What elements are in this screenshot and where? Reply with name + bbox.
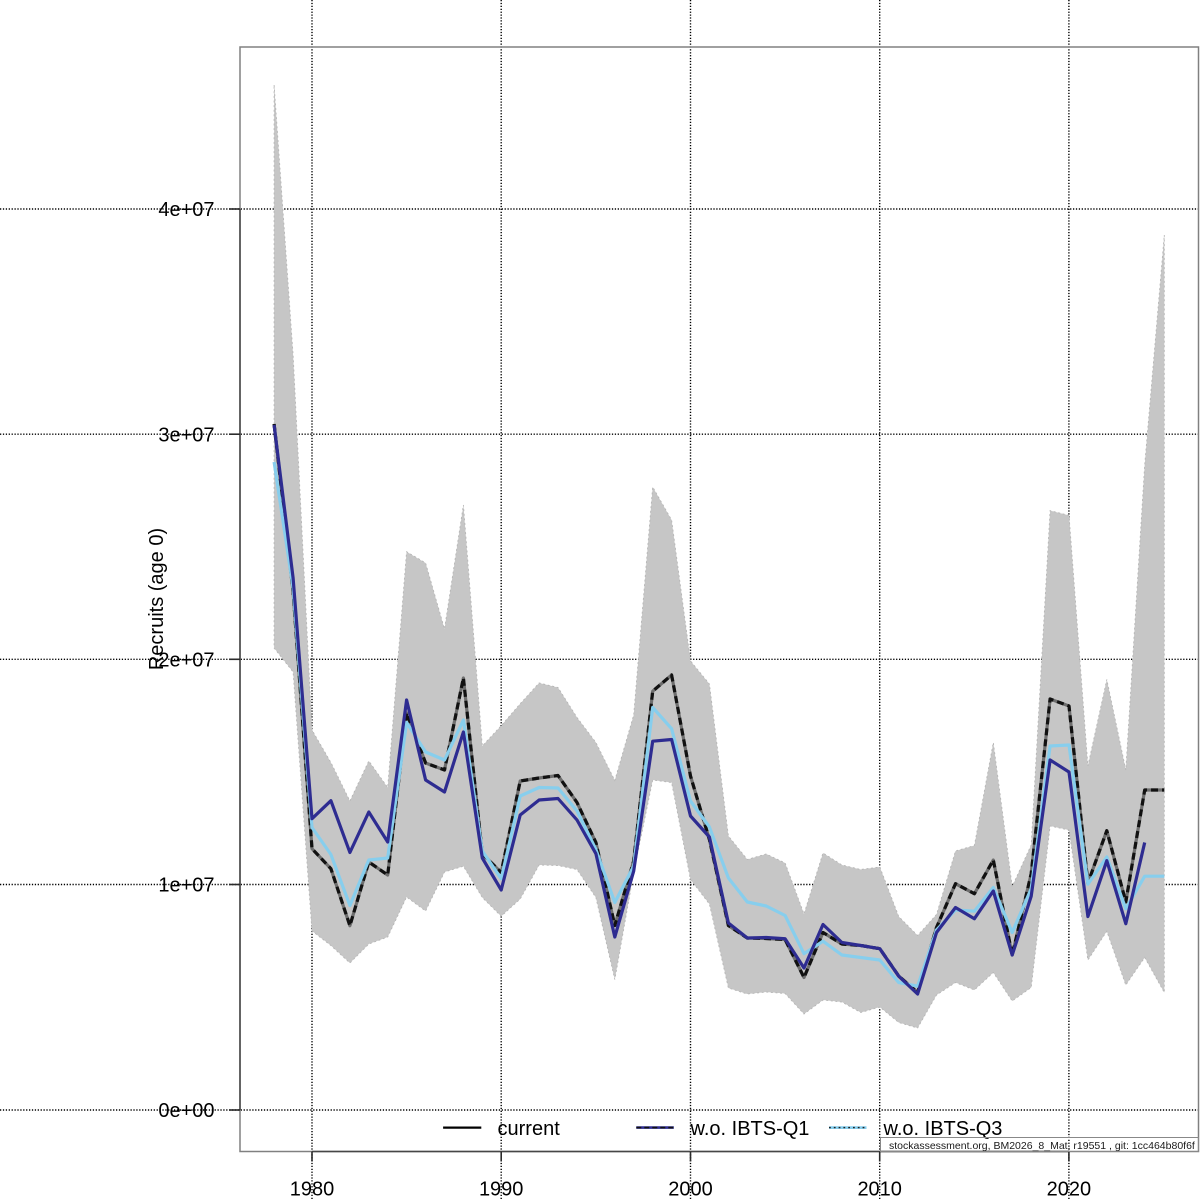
svg-text:3e+07: 3e+07 <box>158 424 214 446</box>
svg-text:1e+07: 1e+07 <box>158 875 214 897</box>
svg-text:2000: 2000 <box>668 1179 713 1200</box>
svg-text:1980: 1980 <box>290 1179 335 1200</box>
svg-text:2010: 2010 <box>857 1179 902 1200</box>
svg-text:2e+07: 2e+07 <box>158 650 214 672</box>
svg-text:stockassessment.org, BM2026_8_: stockassessment.org, BM2026_8_Mat, r1955… <box>889 1140 1195 1152</box>
svg-text:w.o. IBTS-Q3: w.o. IBTS-Q3 <box>883 1118 1003 1140</box>
svg-text:current: current <box>498 1118 561 1140</box>
svg-text:0e+00: 0e+00 <box>158 1100 214 1122</box>
svg-text:4e+07: 4e+07 <box>158 199 214 221</box>
svg-text:2020: 2020 <box>1047 1179 1092 1200</box>
svg-text:Recruits (age 0): Recruits (age 0) <box>146 528 168 670</box>
svg-text:1990: 1990 <box>479 1179 524 1200</box>
svg-text:w.o. IBTS-Q1: w.o. IBTS-Q1 <box>690 1118 810 1140</box>
